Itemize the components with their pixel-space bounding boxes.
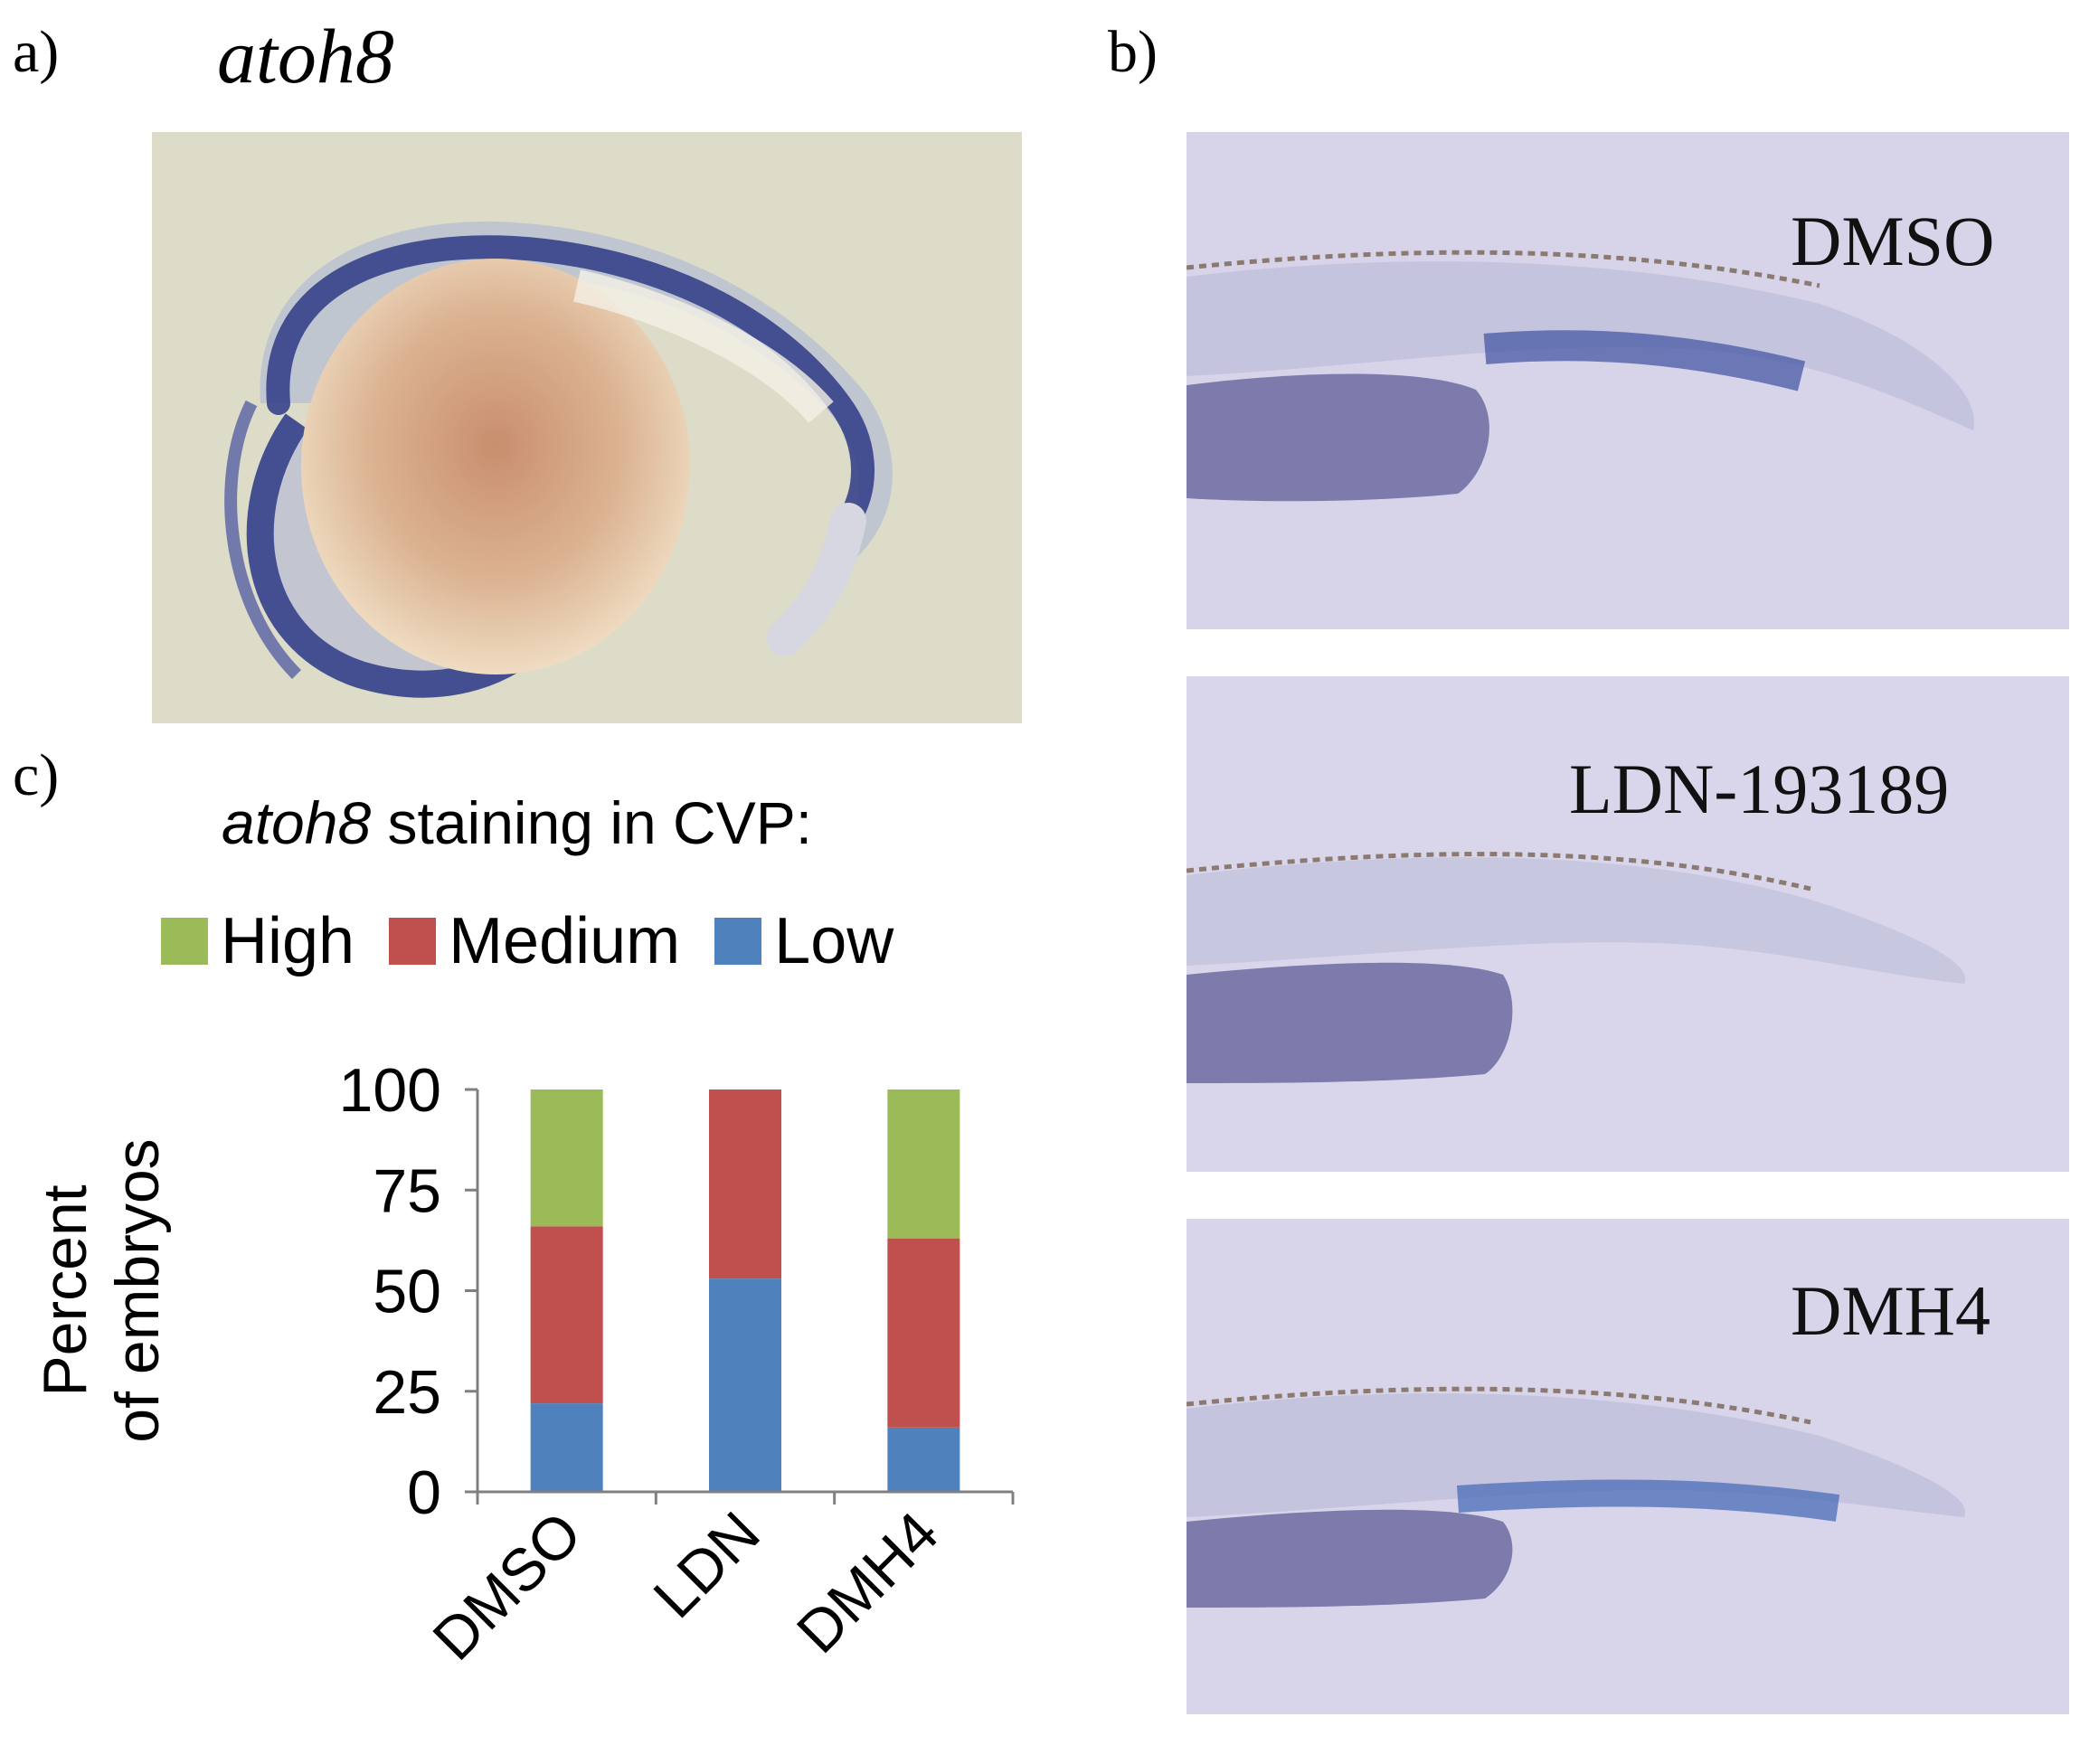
y-axis-label-line1: Percent xyxy=(31,1184,99,1396)
panel-a-label: a) xyxy=(13,19,60,85)
legend-item-medium: Medium xyxy=(389,904,680,978)
legend-swatch-high xyxy=(161,918,208,965)
bar-ldn-medium xyxy=(709,1090,781,1279)
legend-swatch-medium xyxy=(389,918,437,965)
tail-photo-dmh4-label: DMH4 xyxy=(1791,1271,1991,1350)
tail-photo-dmso-label: DMSO xyxy=(1791,202,1995,280)
panel-c-label: c) xyxy=(13,742,60,808)
legend-item-low: Low xyxy=(714,904,893,978)
legend-label-high: High xyxy=(221,905,355,977)
y-tick-label-75: 75 xyxy=(373,1156,441,1225)
x-tick-label-dmh4: DMH4 xyxy=(784,1499,951,1666)
y-tick-label-0: 0 xyxy=(407,1458,441,1527)
y-tick-label-50: 50 xyxy=(373,1258,441,1326)
legend-swatch-low xyxy=(714,918,762,965)
bar-dmso-low xyxy=(530,1403,603,1492)
x-tick-label-dmso: DMSO xyxy=(420,1499,593,1673)
bar-dmh4-high xyxy=(887,1090,960,1239)
chart-heading: atoh8 staining in CVP: xyxy=(222,788,812,857)
stacked-bar-chart: 0 25 50 75 100 DMSO LDN DMH4 Percent of embryos xyxy=(31,1056,1015,1673)
y-tick-label-100: 100 xyxy=(339,1056,441,1125)
bar-dmso-medium xyxy=(530,1226,603,1404)
y-axis-label-line2: of embryos xyxy=(103,1138,172,1442)
embryo-photo xyxy=(152,132,1022,723)
chart-legend: High Medium Low xyxy=(161,904,928,978)
bar-dmh4-medium xyxy=(887,1238,960,1428)
tail-photo-dmso xyxy=(1187,132,2069,629)
tail-photo-ldn-label: LDN-193189 xyxy=(1569,750,1950,828)
legend-label-medium: Medium xyxy=(449,905,681,977)
bar-dmso-high xyxy=(530,1090,603,1227)
tail-photo-dmh4 xyxy=(1187,1219,2069,1714)
bar-dmh4-low xyxy=(887,1427,960,1492)
panel-a-title: atoh8 xyxy=(217,13,394,99)
chart-heading-gene: atoh8 xyxy=(222,789,372,856)
tail-photo-ldn xyxy=(1187,676,2069,1172)
chart-heading-text: staining in CVP: xyxy=(371,789,813,856)
legend-item-high: High xyxy=(161,904,355,978)
y-tick-label-25: 25 xyxy=(373,1358,441,1427)
x-tick-label-ldn: LDN xyxy=(640,1499,772,1631)
panel-b-label: b) xyxy=(1108,19,1158,85)
bar-ldn-low xyxy=(709,1278,781,1492)
legend-label-low: Low xyxy=(774,905,894,977)
